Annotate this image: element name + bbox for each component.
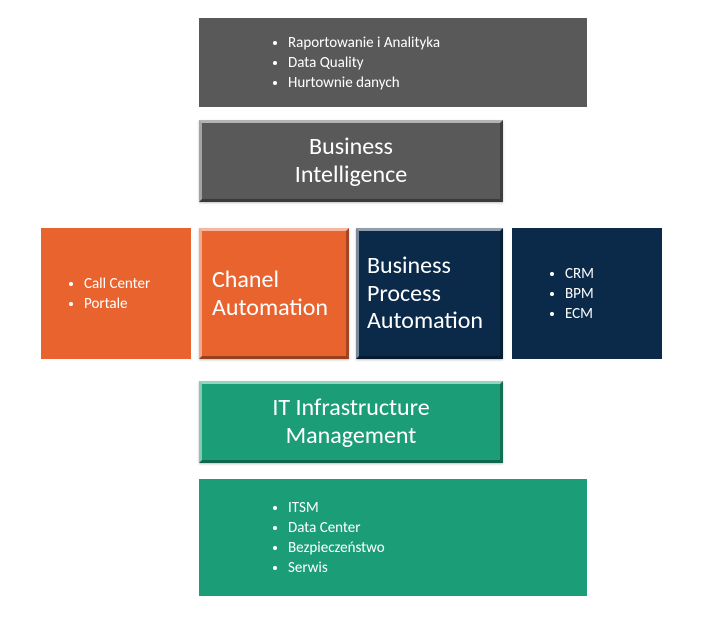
it-title-block: IT Infrastructure Management <box>199 381 503 463</box>
bi-title-text: Business Intelligence <box>295 133 407 188</box>
bi-title-block: Business Intelligence <box>199 120 503 202</box>
ca-title-block: Chanel Automation <box>199 228 349 359</box>
list-item: ITSM <box>288 499 385 517</box>
list-item: Bezpieczeństwo <box>288 539 385 557</box>
list-item: Raportowanie i Analityka <box>288 34 440 52</box>
list-item: ECM <box>565 305 594 323</box>
it-feature-list-block: ITSM Data Center Bezpieczeństwo Serwis <box>199 479 587 596</box>
list-item: BPM <box>565 285 594 303</box>
list-item: Hurtownie danych <box>288 74 440 92</box>
ca-title-text: Chanel Automation <box>212 266 328 321</box>
list-item: Portale <box>84 295 150 313</box>
it-title-text: IT Infrastructure Management <box>272 394 429 449</box>
ca-feature-list: Call Center Portale <box>63 273 150 315</box>
it-feature-list: ITSM Data Center Bezpieczeństwo Serwis <box>267 497 385 579</box>
list-item: CRM <box>565 265 594 283</box>
list-item: Data Center <box>288 519 385 537</box>
bi-feature-list: Raportowanie i Analityka Data Quality Hu… <box>267 32 440 94</box>
list-item: Call Center <box>84 275 150 293</box>
list-item: Serwis <box>288 559 385 577</box>
bpa-feature-list-block: CRM BPM ECM <box>512 228 662 359</box>
ca-feature-list-block: Call Center Portale <box>41 228 191 359</box>
diagram-stage: Raportowanie i Analityka Data Quality Hu… <box>0 0 703 621</box>
bi-feature-list-block: Raportowanie i Analityka Data Quality Hu… <box>199 18 587 107</box>
bpa-feature-list: CRM BPM ECM <box>544 263 594 325</box>
list-item: Data Quality <box>288 54 440 72</box>
bpa-title-text: Business Process Automation <box>367 252 483 335</box>
bpa-title-block: Business Process Automation <box>356 228 503 359</box>
